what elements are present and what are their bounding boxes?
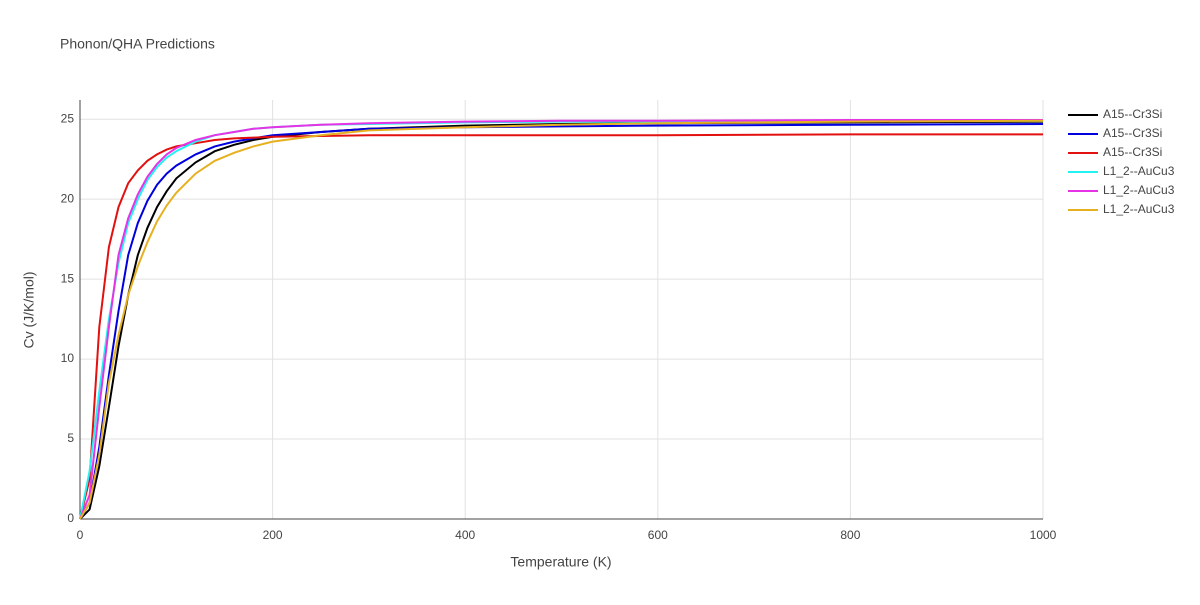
- chart-title: Phonon/QHA Predictions: [60, 36, 215, 52]
- x-tick-label: 1000: [1030, 528, 1057, 542]
- legend-label: L1_2--AuCu3: [1103, 183, 1175, 197]
- x-tick-label: 200: [263, 528, 283, 542]
- y-tick-label: 10: [61, 351, 75, 365]
- series-line: [79, 120, 1044, 520]
- y-tick-label: 5: [67, 431, 74, 445]
- y-tick-label: 20: [61, 191, 75, 205]
- series-line: [79, 133, 1043, 520]
- y-tick-label: 0: [67, 511, 74, 525]
- x-tick-label: 600: [648, 528, 668, 542]
- series-line: [79, 119, 1043, 520]
- series-line: [79, 119, 1044, 520]
- x-axis-title: Temperature (K): [510, 554, 611, 570]
- legend-label: A15--Cr3Si: [1103, 107, 1162, 121]
- legend-label: A15--Cr3Si: [1103, 145, 1162, 159]
- x-tick-label: 800: [840, 528, 860, 542]
- x-tick-label: 400: [455, 528, 475, 542]
- series-line: [79, 123, 1044, 520]
- series-line: [79, 119, 1043, 520]
- legend-label: L1_2--AuCu3: [1103, 164, 1175, 178]
- y-tick-label: 15: [61, 271, 75, 285]
- y-axis-title: Cv (J/K/mol): [21, 272, 37, 349]
- x-tick-label: 0: [77, 528, 84, 542]
- y-tick-label: 25: [61, 111, 75, 125]
- legend-label: A15--Cr3Si: [1103, 126, 1162, 140]
- legend-label: L1_2--AuCu3: [1103, 202, 1175, 216]
